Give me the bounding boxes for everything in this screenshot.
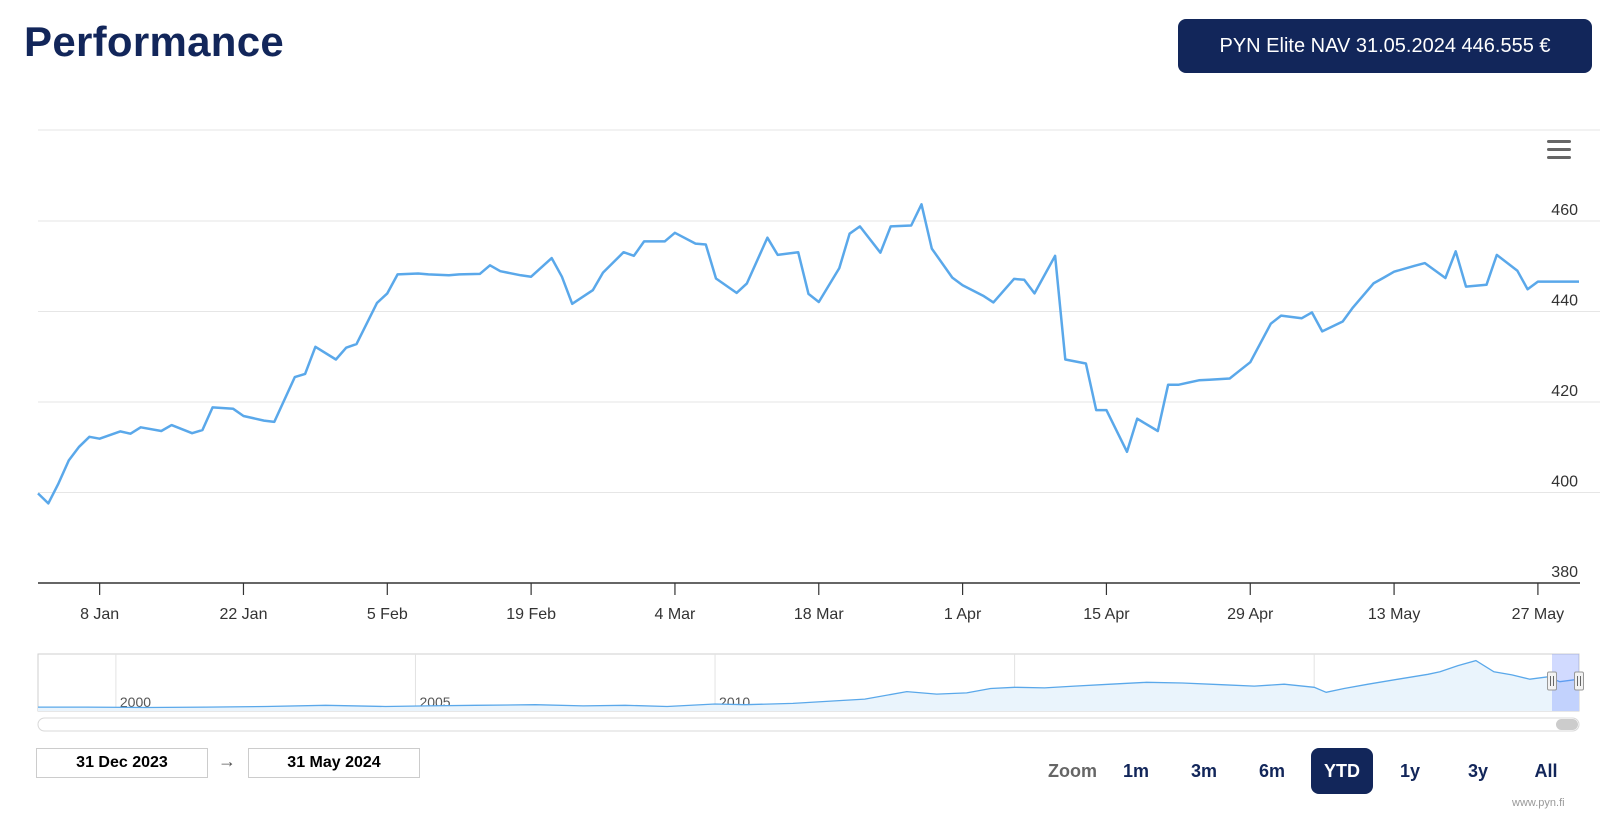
navigator-handle-left[interactable] [1547, 671, 1557, 691]
x-tick-label: 27 May [1512, 606, 1564, 623]
navigator-line [38, 659, 1580, 709]
navigator-scrollbar-track[interactable] [37, 717, 1580, 732]
page-title: Performance [24, 18, 285, 65]
range-from-input[interactable]: 31 Dec 2023 [36, 748, 208, 778]
x-tick-label: 18 Mar [794, 606, 844, 623]
zoom-ytd-button[interactable]: YTD [1311, 748, 1373, 794]
chart-gridlines [38, 129, 1600, 493]
navigator-handle-right[interactable] [1574, 671, 1584, 691]
x-tick-label: 8 Jan [80, 606, 119, 623]
zoom-3y-button[interactable]: 3y [1467, 760, 1489, 781]
navigator[interactable]: 20002005201020152020 [37, 653, 1584, 732]
x-tick-label: 4 Mar [654, 606, 696, 623]
zoom-1y-button[interactable]: 1y [1399, 760, 1421, 781]
watermark: www.pyn.fi [1512, 797, 1565, 809]
zoom-all-button[interactable]: All [1534, 760, 1558, 781]
nav-fund: PYN Elite [1219, 34, 1306, 57]
navigator-area [38, 660, 1579, 711]
zoom-6m-button[interactable]: 6m [1258, 760, 1285, 781]
chart-menu-button[interactable] [1547, 138, 1573, 162]
y-tick-label: 460 [1551, 202, 1578, 219]
y-tick-label: 380 [1551, 564, 1578, 581]
nav-date: 31.05.2024 [1355, 34, 1456, 57]
nav-series-line [37, 203, 1579, 505]
y-tick-label: 400 [1551, 474, 1578, 491]
zoom-label: Zoom [1048, 761, 1097, 781]
x-tick-label: 19 Feb [506, 606, 556, 623]
nav-badge: PYN Elite NAV 31.05.2024 446.555 € [1178, 19, 1592, 73]
x-axis: 8 Jan 22 Jan 5 Feb 19 Feb 4 Mar 18 Mar 1 Apr 15… [38, 582, 1580, 623]
zoom-3m-button[interactable]: 3m [1190, 760, 1217, 781]
y-axis: 380 400 420 440 460 [1551, 202, 1578, 581]
navigator-scrollbar-thumb[interactable] [1556, 719, 1578, 730]
nav-value: 446.555 € [1461, 34, 1551, 57]
range-to-input[interactable]: 31 May 2024 [248, 748, 420, 778]
x-tick-label: 13 May [1368, 606, 1420, 623]
x-tick-label: 15 Apr [1083, 606, 1130, 623]
y-tick-label: 420 [1551, 383, 1578, 400]
x-tick-label: 29 Apr [1227, 606, 1274, 623]
x-tick-label: 22 Jan [219, 606, 267, 623]
y-tick-label: 440 [1551, 293, 1578, 310]
x-tick-label: 5 Feb [367, 606, 408, 623]
range-arrow: → [218, 751, 236, 771]
navigator-year-label: 2000 [120, 694, 151, 710]
nav-label: NAV [1310, 34, 1351, 57]
x-tick-label: 1 Apr [944, 606, 982, 623]
zoom-1m-button[interactable]: 1m [1122, 760, 1149, 781]
